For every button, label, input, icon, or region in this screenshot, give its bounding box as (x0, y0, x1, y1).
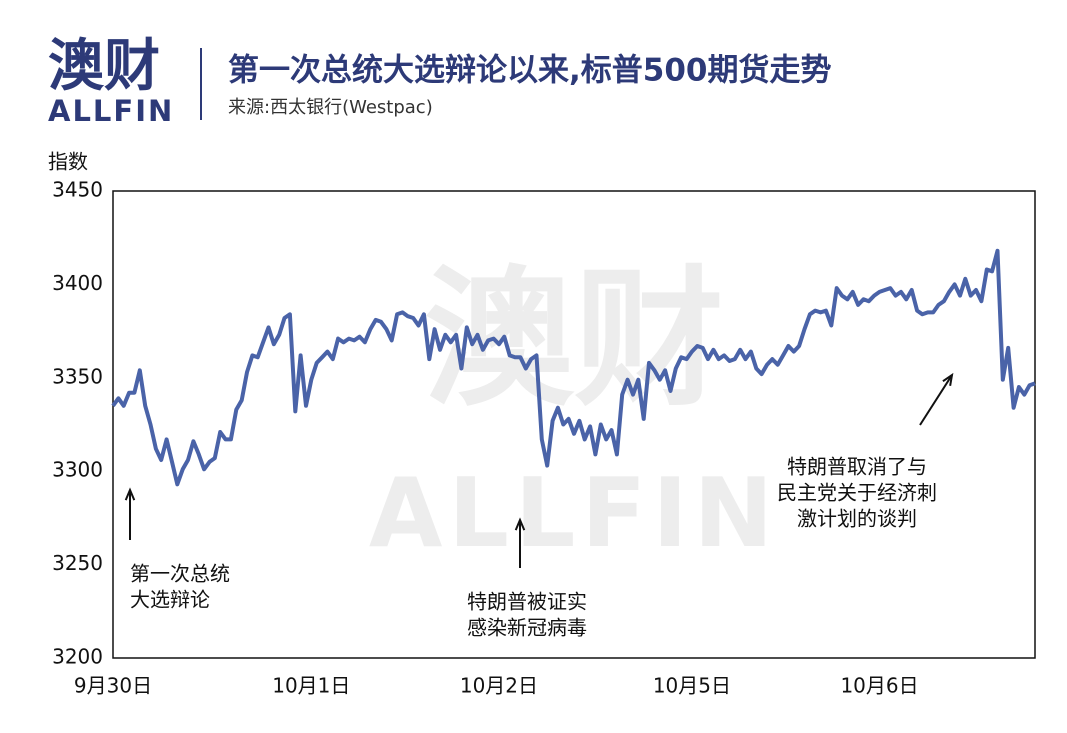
plot-frame (112, 190, 1036, 659)
chart-title: 第一次总统大选辩论以来,标普500期货走势 (228, 53, 831, 89)
annotation: 大选辩论 (130, 588, 210, 612)
y-tick-label: 3200 (52, 645, 103, 669)
annotation: 特朗普被证实 (467, 590, 587, 614)
y-tick-label: 3400 (52, 271, 103, 295)
chart-subtitle: 来源:西太银行(Westpac) (228, 97, 433, 118)
y-tick-label: 3250 (52, 551, 103, 575)
brand-name: 澳财 (48, 34, 160, 99)
brand-latin: ALLFIN (48, 94, 174, 128)
x-tick-label: 10月5日 (653, 674, 731, 698)
arrow-head (514, 517, 526, 531)
data-line (111, 248, 1036, 487)
x-tick-label: 10月1日 (272, 674, 350, 698)
x-tick-label: 10月2日 (460, 674, 538, 698)
annotation: 特朗普取消了与 (787, 455, 927, 479)
watermark: ALLFIN (369, 459, 779, 569)
y-tick-label: 3450 (52, 178, 103, 202)
annotation: 第一次总统 (130, 562, 230, 586)
annotation: 感染新冠病毒 (467, 616, 587, 640)
annotation-arrow (919, 374, 953, 426)
x-tick-label: 9月30日 (74, 674, 152, 698)
arrow-head (942, 372, 954, 387)
y-tick-label: 3350 (52, 364, 103, 388)
y-tick-label: 3300 (52, 458, 103, 482)
x-tick-label: 10月6日 (840, 674, 918, 698)
annotation: 民主党关于经济刺 (777, 481, 937, 505)
y-axis-label: 指数 (48, 150, 88, 174)
annotation: 激计划的谈判 (797, 507, 917, 531)
arrow-head (124, 487, 136, 501)
